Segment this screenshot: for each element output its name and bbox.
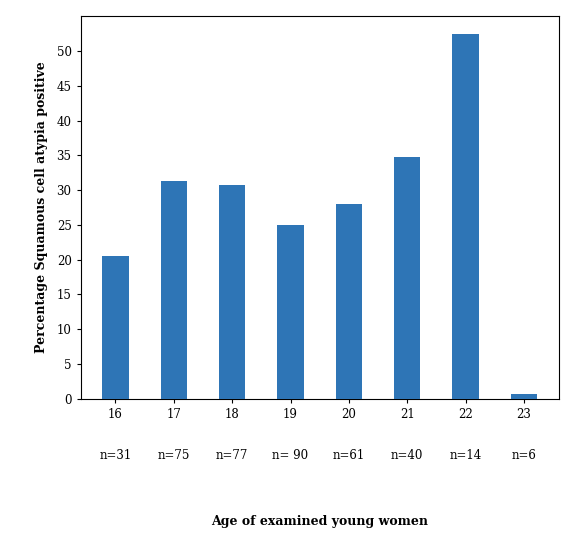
Bar [394, 157, 420, 399]
Text: n=40: n=40 [391, 448, 423, 461]
Text: n=6: n=6 [511, 448, 536, 461]
Y-axis label: Percentage Squamous cell atypia positive: Percentage Squamous cell atypia positive [35, 61, 48, 354]
Bar [452, 33, 479, 399]
Text: n=31: n=31 [100, 448, 132, 461]
Bar [103, 255, 128, 399]
Bar [161, 181, 187, 399]
Text: n= 90: n= 90 [272, 448, 309, 461]
Bar [278, 225, 304, 399]
Bar [219, 185, 245, 399]
Text: n=61: n=61 [333, 448, 365, 461]
Bar [511, 394, 537, 399]
Bar [336, 204, 362, 399]
Text: n=14: n=14 [449, 448, 482, 461]
Text: n=75: n=75 [158, 448, 190, 461]
Text: n=77: n=77 [216, 448, 248, 461]
Text: Age of examined young women: Age of examined young women [211, 515, 428, 528]
